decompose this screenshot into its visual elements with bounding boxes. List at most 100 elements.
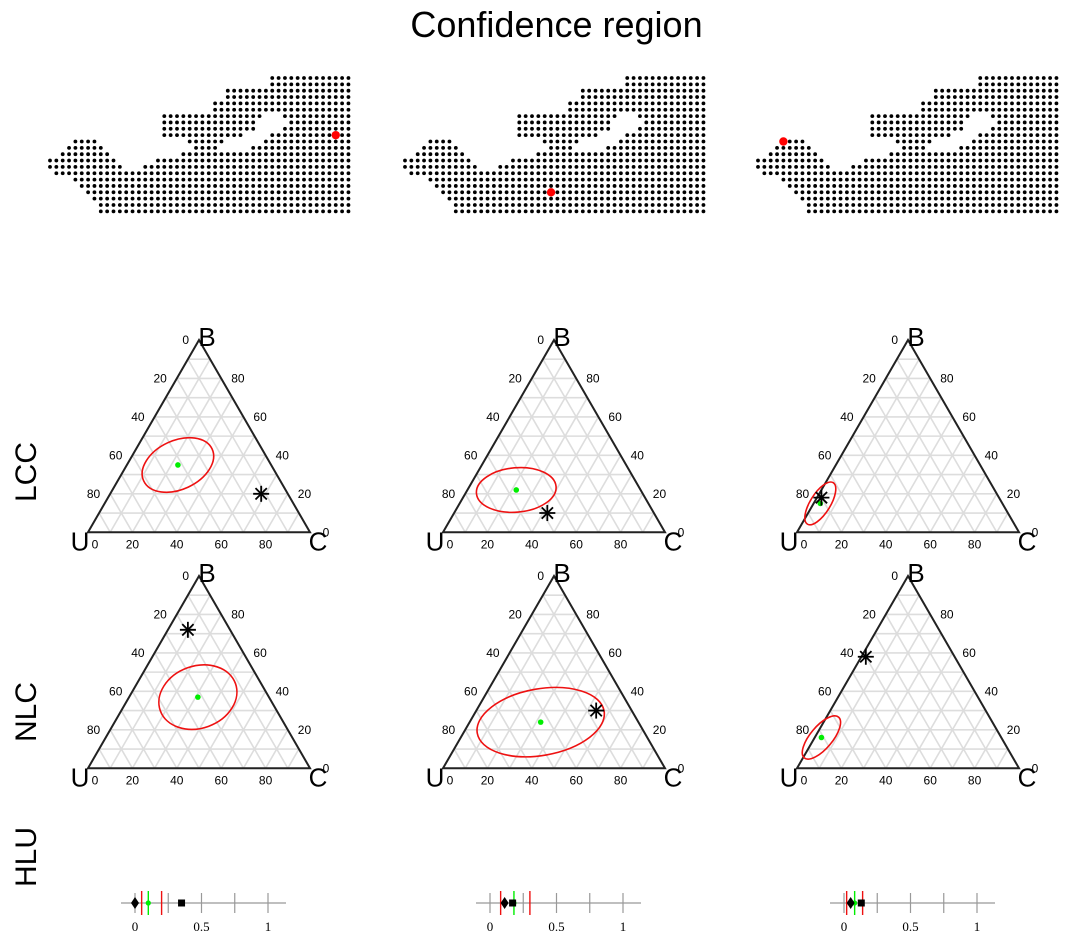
site-dot — [219, 196, 224, 201]
site-dot — [908, 152, 913, 157]
site-dot — [441, 152, 445, 157]
site-dot — [768, 152, 773, 157]
site-dot — [978, 209, 983, 214]
site-dot — [568, 171, 572, 176]
hlu-tick-label: 0 — [132, 919, 139, 934]
site-dot — [302, 196, 306, 201]
site-dot — [933, 171, 938, 176]
site-dot — [631, 101, 636, 106]
site-dot — [606, 126, 611, 131]
site-dot — [676, 139, 680, 144]
site-dot — [1041, 126, 1046, 131]
site-dot — [92, 190, 97, 195]
ternary-triangle — [86, 574, 312, 770]
tick-label-bottom: 80 — [259, 773, 273, 787]
site-dot — [657, 88, 661, 93]
site-dot — [1003, 133, 1008, 138]
site-dot — [466, 165, 471, 169]
site-dot — [244, 101, 249, 106]
site-dot — [663, 165, 668, 169]
site-dot — [295, 145, 300, 150]
site-dot — [1003, 101, 1008, 106]
site-dot — [422, 158, 426, 163]
site-dot — [933, 120, 938, 125]
site-dot — [908, 171, 913, 176]
site-dot — [117, 196, 122, 201]
site-dot — [73, 165, 78, 169]
site-dot — [688, 88, 693, 93]
site-dot — [644, 76, 649, 80]
site-dot — [787, 165, 792, 169]
grid-line — [165, 397, 245, 533]
site-dot — [92, 196, 97, 201]
site-dot — [283, 196, 287, 201]
site-dot — [111, 158, 116, 163]
site-dot — [876, 184, 881, 188]
site-dot — [1016, 82, 1021, 87]
site-dot — [895, 158, 900, 163]
site-dot — [688, 133, 693, 138]
site-dot — [625, 88, 630, 93]
site-dot — [902, 152, 906, 157]
site-dot — [111, 184, 116, 188]
site-dot — [327, 114, 332, 118]
site-dot — [959, 184, 964, 188]
site-dot — [238, 101, 243, 106]
site-dot — [682, 190, 687, 195]
site-dot — [1048, 190, 1052, 195]
site-dot — [308, 145, 313, 150]
site-dot — [105, 177, 110, 182]
site-dot — [688, 190, 693, 195]
site-dot — [851, 190, 856, 195]
site-dot — [194, 152, 198, 157]
site-dot — [530, 120, 534, 125]
hlu-strip-1: 0 0.5 1 — [121, 891, 286, 934]
site-dot — [991, 165, 995, 169]
site-dot — [676, 165, 680, 169]
site-dot — [638, 190, 642, 195]
grid-line — [508, 633, 588, 769]
site-dot — [952, 177, 957, 182]
site-dot — [991, 101, 995, 106]
vertex-label-u: U — [71, 526, 90, 556]
site-dot — [1022, 190, 1027, 195]
site-dot — [997, 88, 1002, 93]
site-dot — [612, 145, 617, 150]
site-dot — [908, 120, 913, 125]
site-dot — [327, 171, 332, 176]
site-dot — [225, 152, 230, 157]
site-dot — [644, 133, 649, 138]
site-dot — [593, 203, 598, 207]
site-dot — [561, 203, 566, 207]
site-dot — [276, 209, 281, 214]
site-dot — [206, 139, 211, 144]
site-dot — [321, 145, 325, 150]
tick-label-left: 20 — [508, 607, 522, 621]
site-dot — [1016, 120, 1021, 125]
site-dot — [972, 165, 976, 169]
site-dot — [612, 158, 617, 163]
site-dot — [644, 184, 649, 188]
site-dot — [631, 107, 636, 112]
site-dot — [657, 152, 661, 157]
grid-line — [642, 512, 655, 533]
site-dot — [283, 184, 287, 188]
site-dot — [800, 139, 805, 144]
site-dot — [587, 114, 592, 118]
site-dot — [219, 171, 224, 176]
site-dot — [251, 196, 256, 201]
site-dot — [251, 177, 256, 182]
site-dot — [650, 190, 655, 195]
site-dot — [845, 177, 849, 182]
site-dot — [213, 133, 218, 138]
site-dot — [257, 165, 262, 169]
site-dot — [175, 209, 179, 214]
site-dot — [200, 190, 205, 195]
site-dot — [587, 126, 592, 131]
site-dot — [453, 209, 458, 214]
site-dot — [1010, 139, 1014, 144]
site-dot — [857, 196, 862, 201]
site-dot — [568, 145, 572, 150]
site-dot — [1041, 152, 1046, 157]
ternary-triangle — [441, 574, 667, 770]
